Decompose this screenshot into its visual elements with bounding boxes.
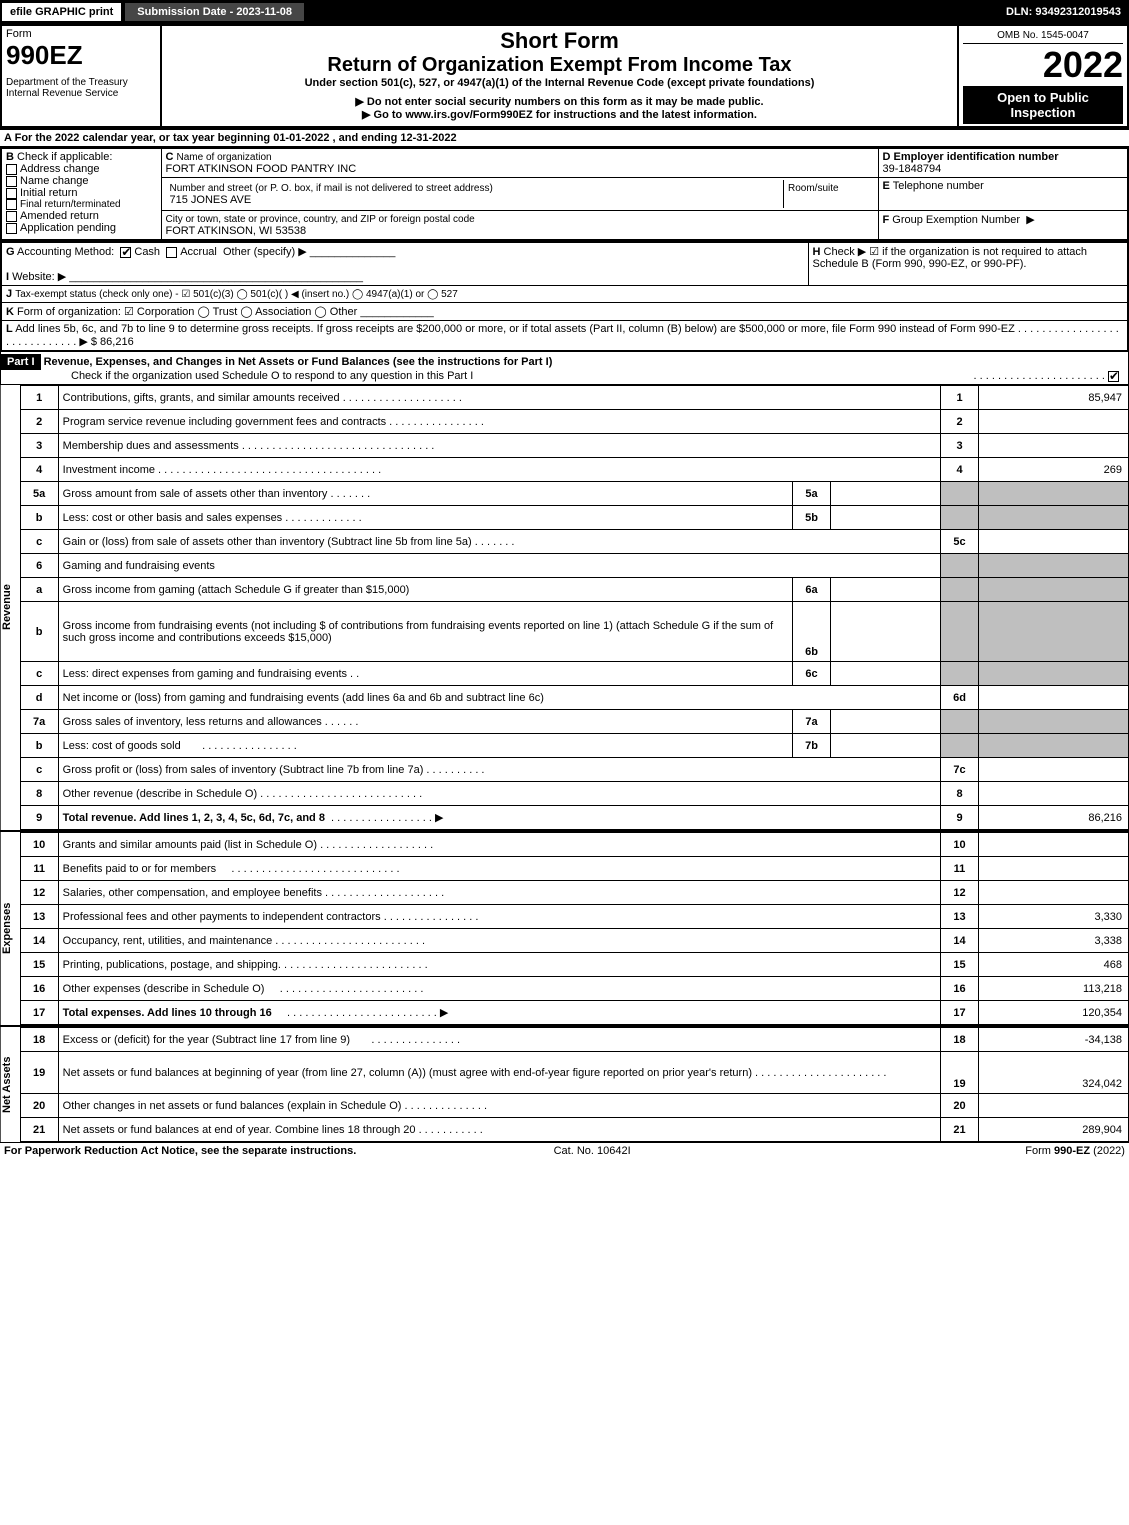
expenses-label: Expenses <box>0 832 20 1025</box>
ein: 39-1848794 <box>883 163 942 175</box>
b-initial-return[interactable]: Initial return <box>20 187 77 199</box>
b-pending[interactable]: Application pending <box>20 222 116 234</box>
footer-left: For Paperwork Reduction Act Notice, see … <box>4 1145 356 1157</box>
g-label: Accounting Method: <box>17 246 114 258</box>
b-final[interactable]: Final return/terminated <box>20 199 121 210</box>
top-bar: efile GRAPHIC print Submission Date - 20… <box>0 0 1129 24</box>
efile-button[interactable]: efile GRAPHIC print <box>0 1 123 23</box>
form-label: Form <box>6 28 156 40</box>
e-label: Telephone number <box>893 180 984 192</box>
schedule-o-check[interactable] <box>1108 371 1119 382</box>
line4-val: 269 <box>979 458 1129 482</box>
g-other[interactable]: Other (specify) <box>223 246 295 258</box>
form-header: Form 990EZ Department of the Treasury In… <box>0 24 1129 128</box>
b-address-change[interactable]: Address change <box>20 163 100 175</box>
line17-val: 120,354 <box>979 1001 1129 1025</box>
part1-check: Check if the organization used Schedule … <box>1 370 473 382</box>
f-label: Group Exemption Number <box>892 214 1020 226</box>
netassets-table: 18Excess or (deficit) for the year (Subt… <box>20 1027 1129 1142</box>
ghijkl-block: G Accounting Method: Cash Accrual Other … <box>0 241 1129 352</box>
expenses-table: 10Grants and similar amounts paid (list … <box>20 832 1129 1025</box>
line21-val: 289,904 <box>979 1118 1129 1142</box>
revenue-label: Revenue <box>0 385 20 830</box>
ssn-note: Do not enter social security numbers on … <box>166 95 953 108</box>
website: Website: ▶ <box>12 271 66 283</box>
h-text: Check ▶ ☑ if the organization is not req… <box>813 246 1088 270</box>
identity-block: B Check if applicable: Address change Na… <box>0 147 1129 241</box>
omb: OMB No. 1545-0047 <box>963 28 1123 44</box>
line18-val: -34,138 <box>979 1028 1129 1052</box>
part1-title: Revenue, Expenses, and Changes in Net As… <box>44 356 553 368</box>
part1-label: Part I <box>1 354 41 370</box>
revenue-table: 1Contributions, gifts, grants, and simil… <box>20 385 1129 830</box>
form-number: 990EZ <box>6 40 156 71</box>
short-form-title: Short Form <box>166 28 953 54</box>
l-text: Add lines 5b, 6c, and 7b to line 9 to de… <box>15 323 1015 335</box>
department: Department of the Treasury Internal Reve… <box>6 77 156 99</box>
line16-val: 113,218 <box>979 977 1129 1001</box>
org-name: FORT ATKINSON FOOD PANTRY INC <box>166 163 357 175</box>
line15-val: 468 <box>979 953 1129 977</box>
subtitle: Under section 501(c), 527, or 4947(a)(1)… <box>166 77 953 89</box>
room-label: Room/suite <box>788 183 839 194</box>
main-title: Return of Organization Exempt From Incom… <box>166 54 953 77</box>
line13-val: 3,330 <box>979 905 1129 929</box>
b-name-change[interactable]: Name change <box>20 175 89 187</box>
footer-form: Form 990-EZ (2022) <box>1025 1145 1125 1157</box>
k-form-org: Form of organization: ☑ Corporation ◯ Tr… <box>17 306 357 318</box>
inspection-badge: Open to Public Inspection <box>963 86 1123 124</box>
submission-date: Submission Date - 2023-11-08 <box>123 1 306 23</box>
line14-val: 3,338 <box>979 929 1129 953</box>
street: 715 JONES AVE <box>170 194 252 206</box>
j-tax-exempt: Tax-exempt status (check only one) - ☑ 5… <box>15 289 458 300</box>
line1-val: 85,947 <box>979 386 1129 410</box>
part1-header: Part I Revenue, Expenses, and Changes in… <box>0 352 1129 385</box>
g-cash[interactable]: Cash <box>134 246 160 258</box>
b-amended[interactable]: Amended return <box>20 210 99 222</box>
tax-year: 2022 <box>963 44 1123 86</box>
page-footer: For Paperwork Reduction Act Notice, see … <box>0 1142 1129 1159</box>
street-label: Number and street (or P. O. box, if mail… <box>170 183 493 194</box>
d-label: Employer identification number <box>894 151 1059 163</box>
footer-cat: Cat. No. 10642I <box>554 1145 631 1157</box>
netassets-label: Net Assets <box>0 1027 20 1142</box>
g-accrual[interactable]: Accrual <box>180 246 217 258</box>
line9-val: 86,216 <box>979 806 1129 830</box>
c-name-label: Name of organization <box>177 152 272 163</box>
b-label: Check if applicable: <box>17 151 112 163</box>
line-a: A For the 2022 calendar year, or tax yea… <box>0 128 1129 147</box>
dln: DLN: 93492312019543 <box>1006 6 1129 18</box>
city: FORT ATKINSON, WI 53538 <box>166 225 307 237</box>
line19-val: 324,042 <box>979 1052 1129 1094</box>
city-label: City or town, state or province, country… <box>166 214 475 225</box>
l-amount: $ 86,216 <box>91 336 134 348</box>
irs-link[interactable]: Go to www.irs.gov/Form990EZ for instruct… <box>166 108 953 121</box>
